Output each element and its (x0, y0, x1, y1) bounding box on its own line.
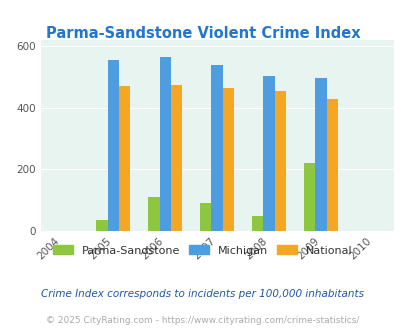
Text: © 2025 CityRating.com - https://www.cityrating.com/crime-statistics/: © 2025 CityRating.com - https://www.city… (46, 316, 359, 325)
Bar (171, 85, 182, 231)
Bar (96, 220, 107, 231)
Bar (148, 197, 159, 231)
Legend: Parma-Sandstone, Michigan, National: Parma-Sandstone, Michigan, National (49, 241, 356, 260)
Bar (326, 99, 337, 231)
Bar (315, 78, 326, 231)
Text: Parma-Sandstone Violent Crime Index: Parma-Sandstone Violent Crime Index (46, 26, 359, 41)
Bar (107, 60, 119, 231)
Bar (119, 86, 130, 231)
Bar (211, 65, 222, 231)
Bar (159, 56, 171, 231)
Bar (222, 88, 234, 231)
Text: Crime Index corresponds to incidents per 100,000 inhabitants: Crime Index corresponds to incidents per… (41, 289, 364, 299)
Bar (252, 215, 263, 231)
Bar (303, 163, 315, 231)
Bar (263, 76, 274, 231)
Bar (200, 203, 211, 231)
Bar (274, 91, 286, 231)
